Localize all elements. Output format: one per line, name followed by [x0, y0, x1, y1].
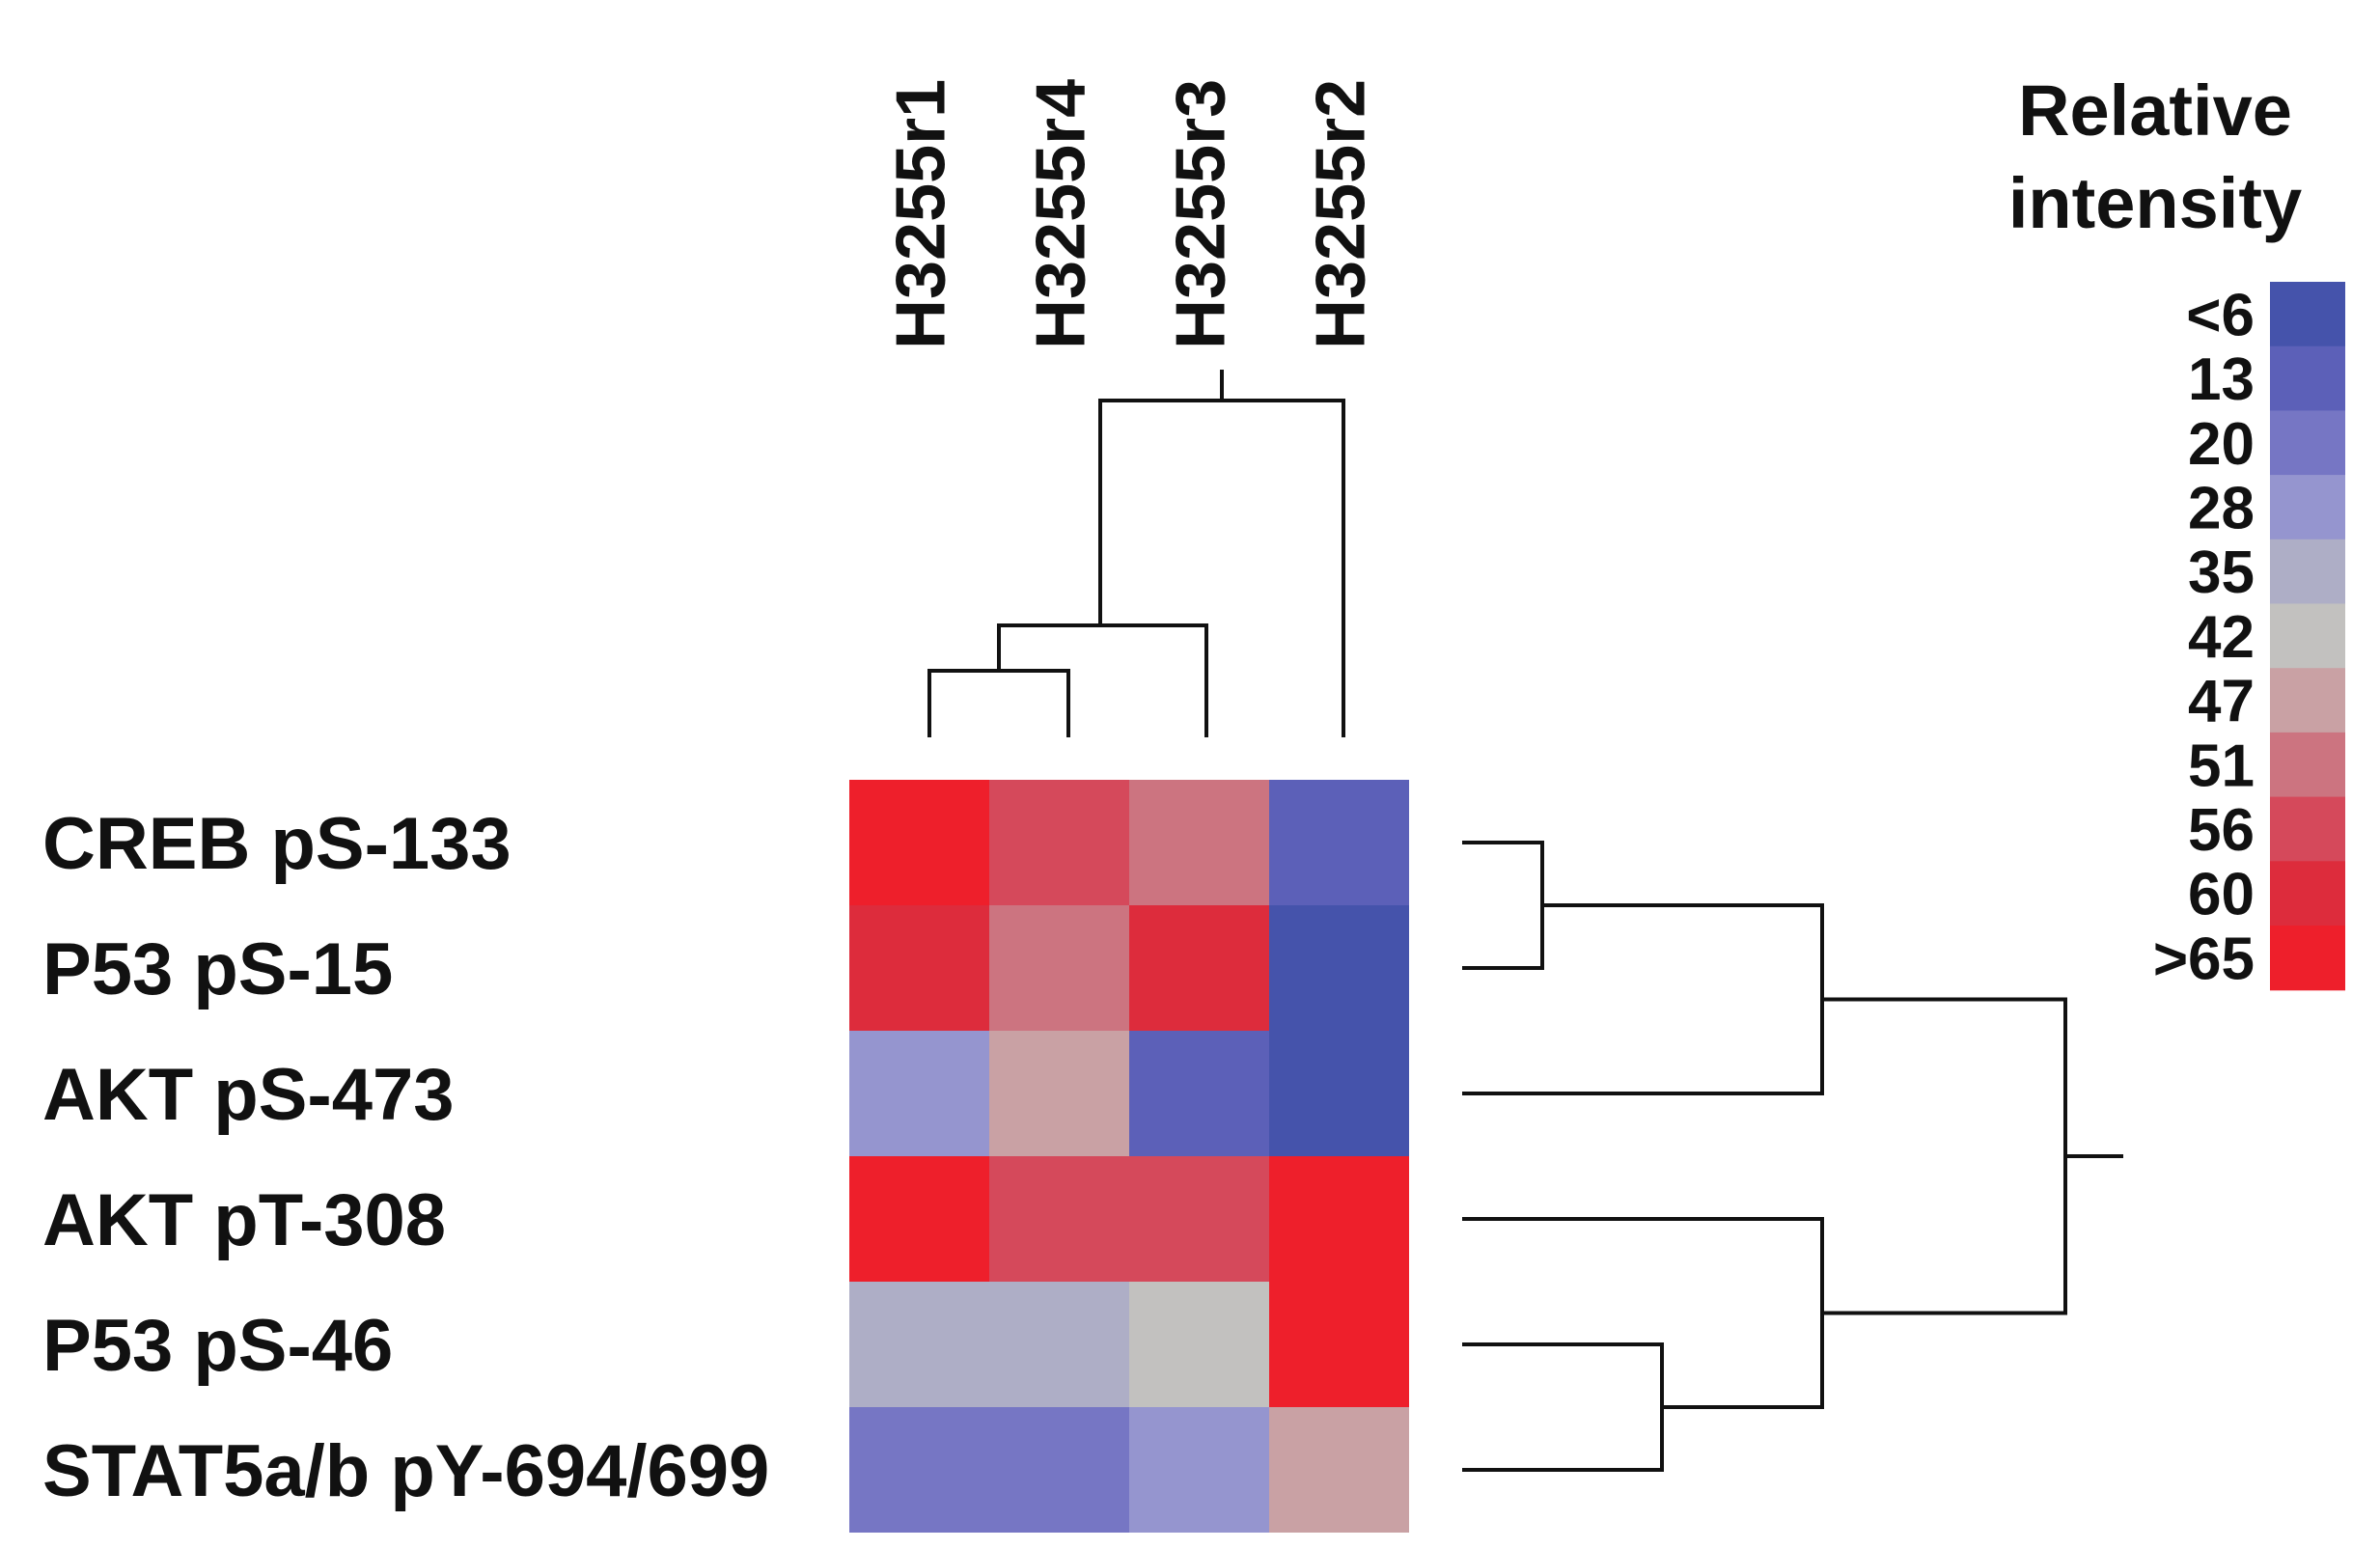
- heatmap-cell: [1129, 1031, 1269, 1156]
- heatmap-cell: [989, 1282, 1129, 1407]
- legend-swatch: [2270, 861, 2345, 927]
- heatmap-cell: [989, 1031, 1129, 1156]
- legend-title-line1: Relative: [2018, 70, 2292, 151]
- legend-swatch: [2270, 410, 2345, 476]
- legend-swatch: [2270, 732, 2345, 798]
- legend-tick-label: >65: [2153, 926, 2255, 992]
- legend-tick-label: 13: [2188, 346, 2255, 413]
- legend-swatch: [2270, 346, 2345, 411]
- heatmap-cell: [1269, 1282, 1409, 1407]
- legend-swatch: [2270, 926, 2345, 991]
- dendrogram-branch: [1462, 1217, 1824, 1409]
- column-dendrogram: [927, 370, 1345, 737]
- legend-tick-label: 42: [2188, 604, 2255, 671]
- legend-swatch: [2270, 282, 2345, 347]
- row-label: CREB pS-133: [42, 803, 512, 885]
- legend-swatch: [2270, 796, 2345, 862]
- row-label: P53 pS-46: [42, 1305, 393, 1387]
- dendrogram-branch: [1462, 1342, 1664, 1472]
- heatmap-cell: [849, 905, 989, 1031]
- heatmap-cell: [989, 1156, 1129, 1282]
- heatmap-cell: [989, 1407, 1129, 1533]
- heatmap-cell: [989, 780, 1129, 905]
- legend-swatch: [2270, 475, 2345, 540]
- heatmap-cell: [1129, 780, 1269, 905]
- heatmap-cell: [849, 1282, 989, 1407]
- dendrogram-branch: [1462, 903, 1824, 1095]
- heatmap-cell: [1269, 1407, 1409, 1533]
- legend-swatch: [2270, 603, 2345, 669]
- legend-swatch: [2270, 539, 2345, 605]
- legend-tick-label: <6: [2186, 282, 2255, 348]
- heatmap-cell: [1269, 905, 1409, 1031]
- legend-tick-label: 60: [2188, 862, 2255, 928]
- heatmap-cell: [1129, 905, 1269, 1031]
- legend-tick-label: 51: [2188, 733, 2255, 799]
- heatmap-cell: [1129, 1407, 1269, 1533]
- row-label: P53 pS-15: [42, 928, 393, 1010]
- dendrogram-branch: [1820, 997, 2067, 1315]
- legend-title-line2: intensity: [2008, 163, 2302, 243]
- dendrogram-branch: [927, 669, 1070, 737]
- legend-swatch: [2270, 668, 2345, 733]
- legend-tick-label: 47: [2188, 669, 2255, 735]
- column-labels: H3255r1 H3255r4 H3255r3 H3255r2: [883, 79, 1380, 349]
- heatmap-cell: [1269, 1031, 1409, 1156]
- heatmap-cell: [849, 1156, 989, 1282]
- dendrogram-branch: [1098, 399, 1345, 737]
- color-legend: Relative intensity <6132028354247515660>…: [2008, 70, 2345, 992]
- row-label: AKT pS-473: [42, 1054, 455, 1136]
- legend-tick-label: 20: [2188, 411, 2255, 478]
- column-label: H3255r2: [1303, 79, 1380, 349]
- heatmap-cell: [1129, 1282, 1269, 1407]
- heatmap-cells: [849, 780, 1409, 1533]
- row-labels: CREB pS-133 P53 pS-15 AKT pS-473 AKT pT-308…: [42, 803, 769, 1512]
- row-label: AKT pT-308: [42, 1179, 446, 1261]
- heatmap-cell: [1269, 1156, 1409, 1282]
- legend-tick-label: 28: [2188, 475, 2255, 541]
- row-label: STAT5a/b pY-694/699: [42, 1430, 769, 1512]
- row-dendrogram: [1462, 841, 2123, 1472]
- column-label: H3255r4: [1023, 79, 1100, 349]
- legend-tick-label: 35: [2188, 539, 2255, 606]
- heatmap-cell: [1129, 1156, 1269, 1282]
- column-label: H3255r3: [1163, 79, 1240, 349]
- legend-tick-label: 56: [2188, 797, 2255, 864]
- heatmap-cell: [849, 780, 989, 905]
- heatmap-cell: [1269, 780, 1409, 905]
- heatmap-cell: [989, 905, 1129, 1031]
- column-label: H3255r1: [883, 79, 960, 349]
- dendrogram-branch: [1462, 841, 1544, 970]
- dendrogram-branch: [997, 623, 1208, 737]
- heatmap-cell: [849, 1407, 989, 1533]
- heatmap-cell: [849, 1031, 989, 1156]
